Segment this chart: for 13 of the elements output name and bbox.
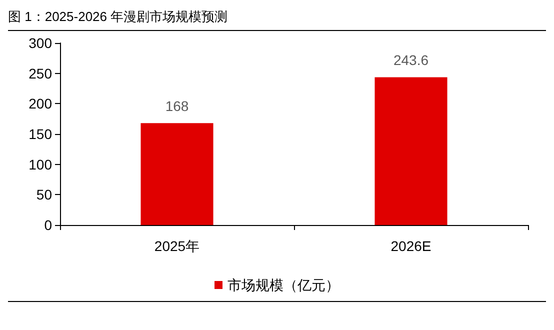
data-label: 243.6: [393, 52, 429, 68]
y-tick-label: 250: [28, 65, 52, 82]
legend-label: 市场规模（亿元）: [228, 277, 340, 293]
y-tick-label: 300: [28, 35, 52, 51]
y-tick-label: 200: [28, 96, 52, 112]
y-tick-label: 150: [28, 126, 52, 142]
data-label: 168: [165, 98, 189, 114]
y-tick-label: 0: [44, 217, 52, 233]
chart-title: 图 1：2025-2026 年漫剧市场规模预测: [8, 8, 546, 31]
x-tick-label: 2025年: [154, 238, 200, 254]
y-tick-label: 50: [36, 186, 52, 203]
x-tick-label: 2026E: [390, 238, 432, 254]
y-tick-label: 100: [28, 156, 52, 172]
